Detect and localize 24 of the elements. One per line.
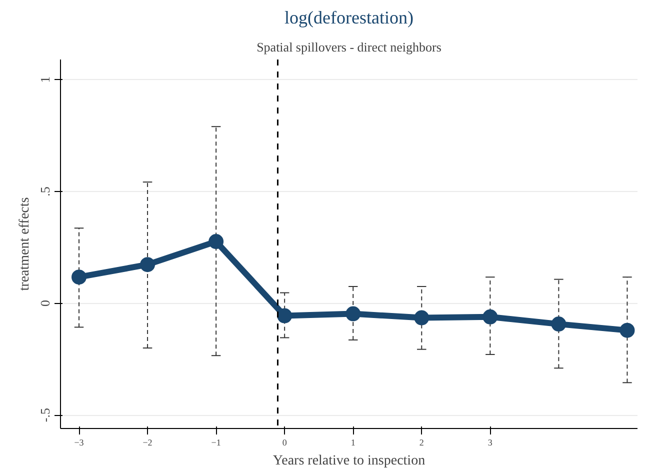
chart-subtitle: Spatial spillovers - direct neighbors xyxy=(256,40,442,54)
point xyxy=(72,270,86,285)
y-tick-label: -.5 xyxy=(38,408,52,422)
x-tick-label: 2 xyxy=(419,438,424,448)
x-tick-label: 3 xyxy=(488,438,493,448)
y-axis-title: treatment effects xyxy=(18,197,32,291)
point xyxy=(277,308,292,324)
point xyxy=(414,310,430,326)
point xyxy=(346,306,361,322)
x-tick-label: −1 xyxy=(211,438,221,448)
point xyxy=(551,316,566,332)
point xyxy=(208,234,224,250)
point xyxy=(620,322,635,338)
x-axis-title: Years relative to inspection xyxy=(272,454,426,468)
x-tick-label: −2 xyxy=(142,438,152,448)
point xyxy=(140,257,156,272)
x-tick-label: 0 xyxy=(282,438,288,448)
point xyxy=(482,309,498,324)
y-tick-label: 1 xyxy=(38,76,52,83)
x-tick-label: 1 xyxy=(350,438,356,448)
x-tick-label: −3 xyxy=(74,438,84,448)
y-tick-label: 0 xyxy=(38,300,52,307)
y-tick-label: .5 xyxy=(38,186,52,196)
chart-title: log(deforestation) xyxy=(284,8,414,28)
